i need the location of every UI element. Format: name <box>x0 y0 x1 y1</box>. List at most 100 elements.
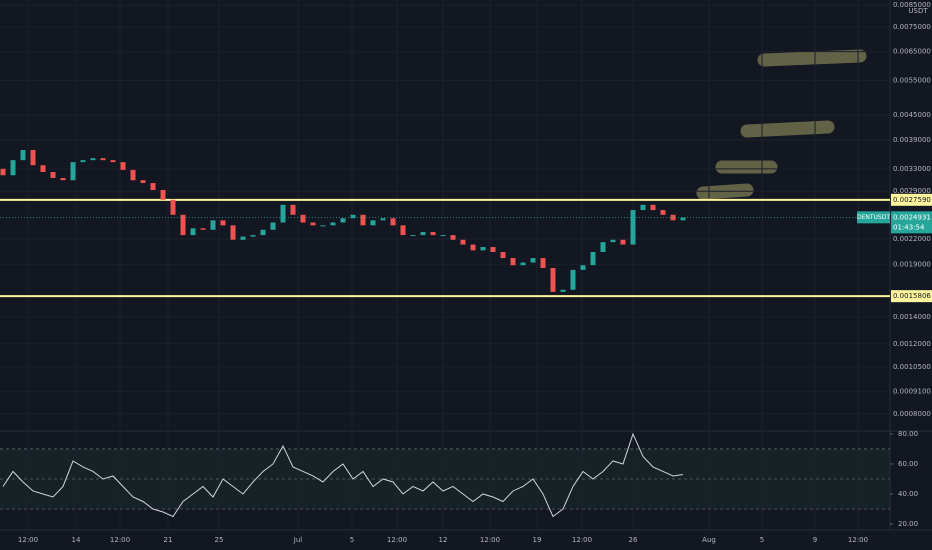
y-tick-label: 0.0045000 <box>893 111 931 119</box>
candle-body <box>190 228 196 236</box>
rsi-tick-label: 20.00 <box>898 520 918 528</box>
y-tick-label: 0.0009100 <box>893 388 931 396</box>
y-tick-label: 0.0039000 <box>893 136 931 144</box>
candle-body <box>200 228 206 230</box>
candle-body <box>100 158 106 161</box>
y-tick-label: 0.0010500 <box>893 363 931 371</box>
candle-body <box>250 235 256 237</box>
candle-body <box>280 204 286 223</box>
candle-body <box>140 180 146 184</box>
candle-body <box>500 252 506 259</box>
candle-body <box>660 210 666 215</box>
x-tick-label: 5 <box>760 536 764 544</box>
y-tick-label: 0.0065000 <box>893 48 931 56</box>
level-label: 0.0015806 <box>893 292 931 300</box>
y-tick-label: 0.0033000 <box>893 165 931 173</box>
candle-body <box>490 247 496 253</box>
candle-body <box>340 218 346 223</box>
candle-body <box>110 160 116 163</box>
candle-body <box>520 262 526 266</box>
x-tick-label: 21 <box>164 536 173 544</box>
highlight-stroke <box>740 120 835 138</box>
countdown-label: 01:43:54 <box>893 223 925 231</box>
candle-body <box>370 220 376 226</box>
rsi-tick-label: 40.00 <box>898 490 918 498</box>
candle-body <box>540 258 546 269</box>
candle-body <box>480 247 486 251</box>
candle-body <box>350 214 356 219</box>
candle-body <box>240 236 246 240</box>
x-tick-label: 12:00 <box>387 536 407 544</box>
symbol-label: DENTUSDT <box>857 214 890 221</box>
y-tick-label: 0.0029000 <box>893 187 931 195</box>
candle-body <box>310 222 316 226</box>
candle-body <box>600 242 606 253</box>
candle-body <box>230 225 236 240</box>
candle-body <box>380 218 386 221</box>
candle-body <box>270 222 276 230</box>
y-tick-label: 0.0008000 <box>893 410 931 418</box>
candle-body <box>260 229 266 236</box>
candle-body <box>30 149 36 166</box>
candle-body <box>210 220 216 230</box>
candle-body <box>590 252 596 266</box>
y-tick-label: 0.0019000 <box>893 260 931 268</box>
x-tick-label: 9 <box>813 536 817 544</box>
level-label: 0.0027590 <box>893 196 931 204</box>
candle-body <box>130 169 136 181</box>
x-tick-label: 12:00 <box>18 536 38 544</box>
candle-body <box>530 258 536 263</box>
last-price-box <box>891 211 932 234</box>
candle-body <box>580 265 586 270</box>
candle-body <box>470 244 476 251</box>
candle-body <box>430 232 436 236</box>
candle-body <box>220 220 226 226</box>
candle-body <box>80 160 86 163</box>
x-tick-label: 19 <box>533 536 542 544</box>
candle-body <box>160 190 166 200</box>
rsi-line <box>2 432 684 518</box>
x-tick-label: 5 <box>350 536 354 544</box>
candle-body <box>90 158 96 161</box>
candle-body <box>630 210 636 245</box>
x-tick-label: Aug <box>702 536 716 544</box>
candle-body <box>410 235 416 237</box>
y-tick-label: 0.0012000 <box>893 340 931 348</box>
candle-body <box>420 232 426 236</box>
candle-body <box>40 165 46 173</box>
last-price-label: 0.0024931 <box>893 213 931 221</box>
candle-body <box>10 160 16 176</box>
candle-body <box>50 172 56 178</box>
candle-body <box>620 239 626 245</box>
candle-body <box>0 168 6 176</box>
candle-body <box>20 149 26 161</box>
candle-body <box>640 204 646 211</box>
x-tick-label: 12:00 <box>572 536 592 544</box>
rsi-tick-label: 80.00 <box>898 430 918 438</box>
rsi-tick-label: 60.00 <box>898 460 918 468</box>
x-tick-label: 14 <box>72 536 81 544</box>
x-tick-label: 12:00 <box>480 536 500 544</box>
candle-body <box>120 162 126 170</box>
candle-body <box>570 269 576 290</box>
candle-body <box>550 268 556 292</box>
y-tick-label: 0.0055000 <box>893 76 931 84</box>
candle-body <box>300 214 306 223</box>
candle-body <box>680 217 686 221</box>
candle-body <box>610 239 616 243</box>
candle-body <box>560 289 566 292</box>
quote-unit: USDT <box>908 7 928 15</box>
x-tick-label: 25 <box>215 536 224 544</box>
x-tick-label: 12:00 <box>110 536 130 544</box>
candle-body <box>180 214 186 236</box>
candle-body <box>290 204 296 215</box>
candle-body <box>650 204 656 211</box>
candle-body <box>360 214 366 226</box>
candle-body <box>440 235 446 237</box>
candle-body <box>450 235 456 240</box>
y-tick-label: 0.0085000 <box>893 1 931 9</box>
candle-body <box>170 199 176 215</box>
level-label-box <box>891 290 932 303</box>
candle-body <box>390 218 396 226</box>
